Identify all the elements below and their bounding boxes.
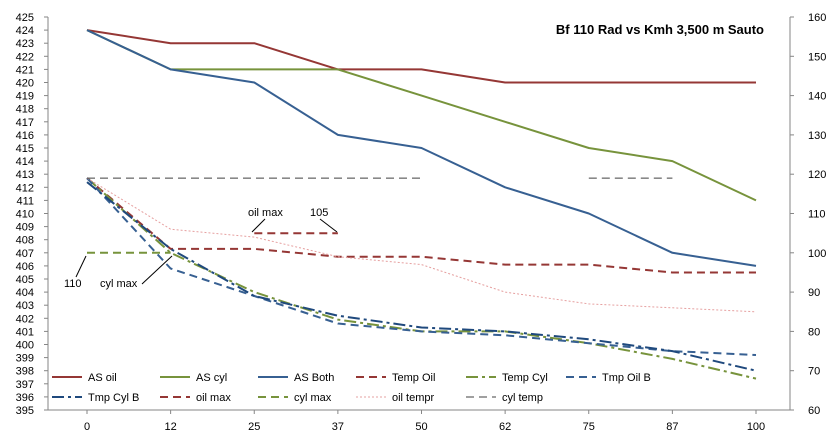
y-left-tick-label: 421: [16, 64, 34, 76]
chart-title: Bf 110 Rad vs Kmh 3,500 m Sauto: [556, 22, 764, 37]
y-right-tick-label: 150: [808, 51, 826, 63]
y-left-tick-label: 419: [16, 91, 34, 103]
y-left-tick-label: 418: [16, 104, 34, 116]
legend-label-tmp-oil-b: Tmp Oil B: [602, 372, 651, 384]
y-left-tick-label: 398: [16, 366, 34, 378]
legend-label-as-oil: AS oil: [88, 372, 117, 384]
x-tick-label: 50: [415, 421, 427, 433]
legend-label-as-cyl: AS cyl: [196, 372, 227, 384]
series-layer: [86, 29, 757, 380]
legend-label-oil-max: oil max: [196, 392, 231, 404]
annotation-110: 110: [64, 278, 82, 290]
y-left-tick-label: 420: [16, 78, 34, 90]
x-tick-label: 12: [165, 421, 177, 433]
x-tick-label: 87: [666, 421, 678, 433]
y-left-tick-label: 422: [16, 51, 34, 63]
y-right-tick-label: 100: [808, 248, 826, 260]
annotation-leader-oil-max: [251, 218, 266, 233]
y-left-tick-label: 396: [16, 392, 34, 404]
y-left-tick-label: 416: [16, 130, 34, 142]
series-line-tmp-cyl-b: [86, 181, 757, 372]
series-line-tmp-oil-b: [86, 177, 757, 356]
y-right-tick-label: 140: [808, 91, 826, 103]
y-left-tick-label: 413: [16, 169, 34, 181]
series-line-oil-tempr: [86, 177, 757, 313]
y-left-tick-label: 404: [16, 287, 34, 299]
series-line-temp-oil: [86, 177, 756, 274]
y-left-tick-label: 406: [16, 261, 34, 273]
annotation-cyl-max: cyl max: [100, 278, 138, 290]
y-left-tick-label: 412: [16, 182, 34, 194]
y-left-tick-label: 402: [16, 313, 34, 325]
y-left-tick-label: 424: [16, 25, 34, 37]
x-tick-label: 37: [332, 421, 344, 433]
annotation-105: 105: [310, 207, 328, 219]
y-left-tick-label: 411: [16, 195, 34, 207]
annotation-leader-cyl-max: [141, 255, 173, 285]
y-left-tick-label: 410: [16, 209, 34, 221]
y-left-tick-label: 401: [16, 326, 34, 338]
y-right-tick-label: 160: [808, 12, 826, 24]
y-left-tick-label: 395: [16, 405, 34, 417]
x-tick-label: 62: [499, 421, 511, 433]
y-right-tick-label: 60: [808, 405, 820, 417]
y-left-tick-label: 425: [16, 12, 34, 24]
x-tick-label: 75: [583, 421, 595, 433]
y-left-tick-label: 405: [16, 274, 34, 286]
y-left-tick-label: 397: [16, 379, 34, 391]
series-line-as-cyl: [86, 29, 757, 202]
x-tick-label: 0: [84, 421, 90, 433]
annotation-oil-max: oil max: [248, 207, 283, 219]
y-left-tick-label: 403: [16, 300, 34, 312]
y-right-tick-label: 70: [808, 366, 820, 378]
x-tick-label: 100: [747, 421, 765, 433]
y-left-tick-label: 415: [16, 143, 34, 155]
legend-label-cyl-temp: cyl temp: [502, 392, 543, 404]
y-left-tick-label: 414: [16, 156, 34, 168]
y-right-tick-label: 110: [808, 209, 826, 221]
y-left-tick-label: 399: [16, 353, 34, 365]
legend-label-temp-oil: Temp Oil: [392, 372, 435, 384]
series-line-as-oil: [86, 29, 756, 84]
y-left-tick-label: 409: [16, 222, 34, 234]
legend-label-cyl-max: cyl max: [294, 392, 332, 404]
annotation-layer: oil max 105 cyl max 110: [64, 207, 338, 290]
legend: AS oil AS cyl AS Both Temp Oil Temp Cyl Tmp O…: [52, 372, 651, 404]
axes-group: 3953963973983994004014024034044054064074…: [16, 12, 827, 433]
legend-label-temp-cyl: Temp Cyl: [502, 372, 548, 384]
legend-label-tmp-cyl-b: Tmp Cyl B: [88, 392, 139, 404]
y-left-tick-label: 400: [16, 340, 34, 352]
y-right-tick-label: 130: [808, 130, 826, 142]
annotation-leader-110: [75, 255, 87, 278]
y-left-tick-label: 423: [16, 38, 34, 50]
y-left-tick-label: 407: [16, 248, 34, 260]
y-right-tick-label: 120: [808, 169, 826, 181]
series-line-as-both: [86, 29, 757, 267]
legend-label-oil-tempr: oil tempr: [392, 392, 435, 404]
x-tick-label: 25: [248, 421, 260, 433]
y-left-tick-label: 408: [16, 235, 34, 247]
legend-label-as-both: AS Both: [294, 372, 334, 384]
y-left-tick-label: 417: [16, 117, 34, 129]
y-right-tick-label: 90: [808, 287, 820, 299]
annotation-leader-105: [319, 218, 338, 233]
y-right-tick-label: 80: [808, 326, 820, 338]
